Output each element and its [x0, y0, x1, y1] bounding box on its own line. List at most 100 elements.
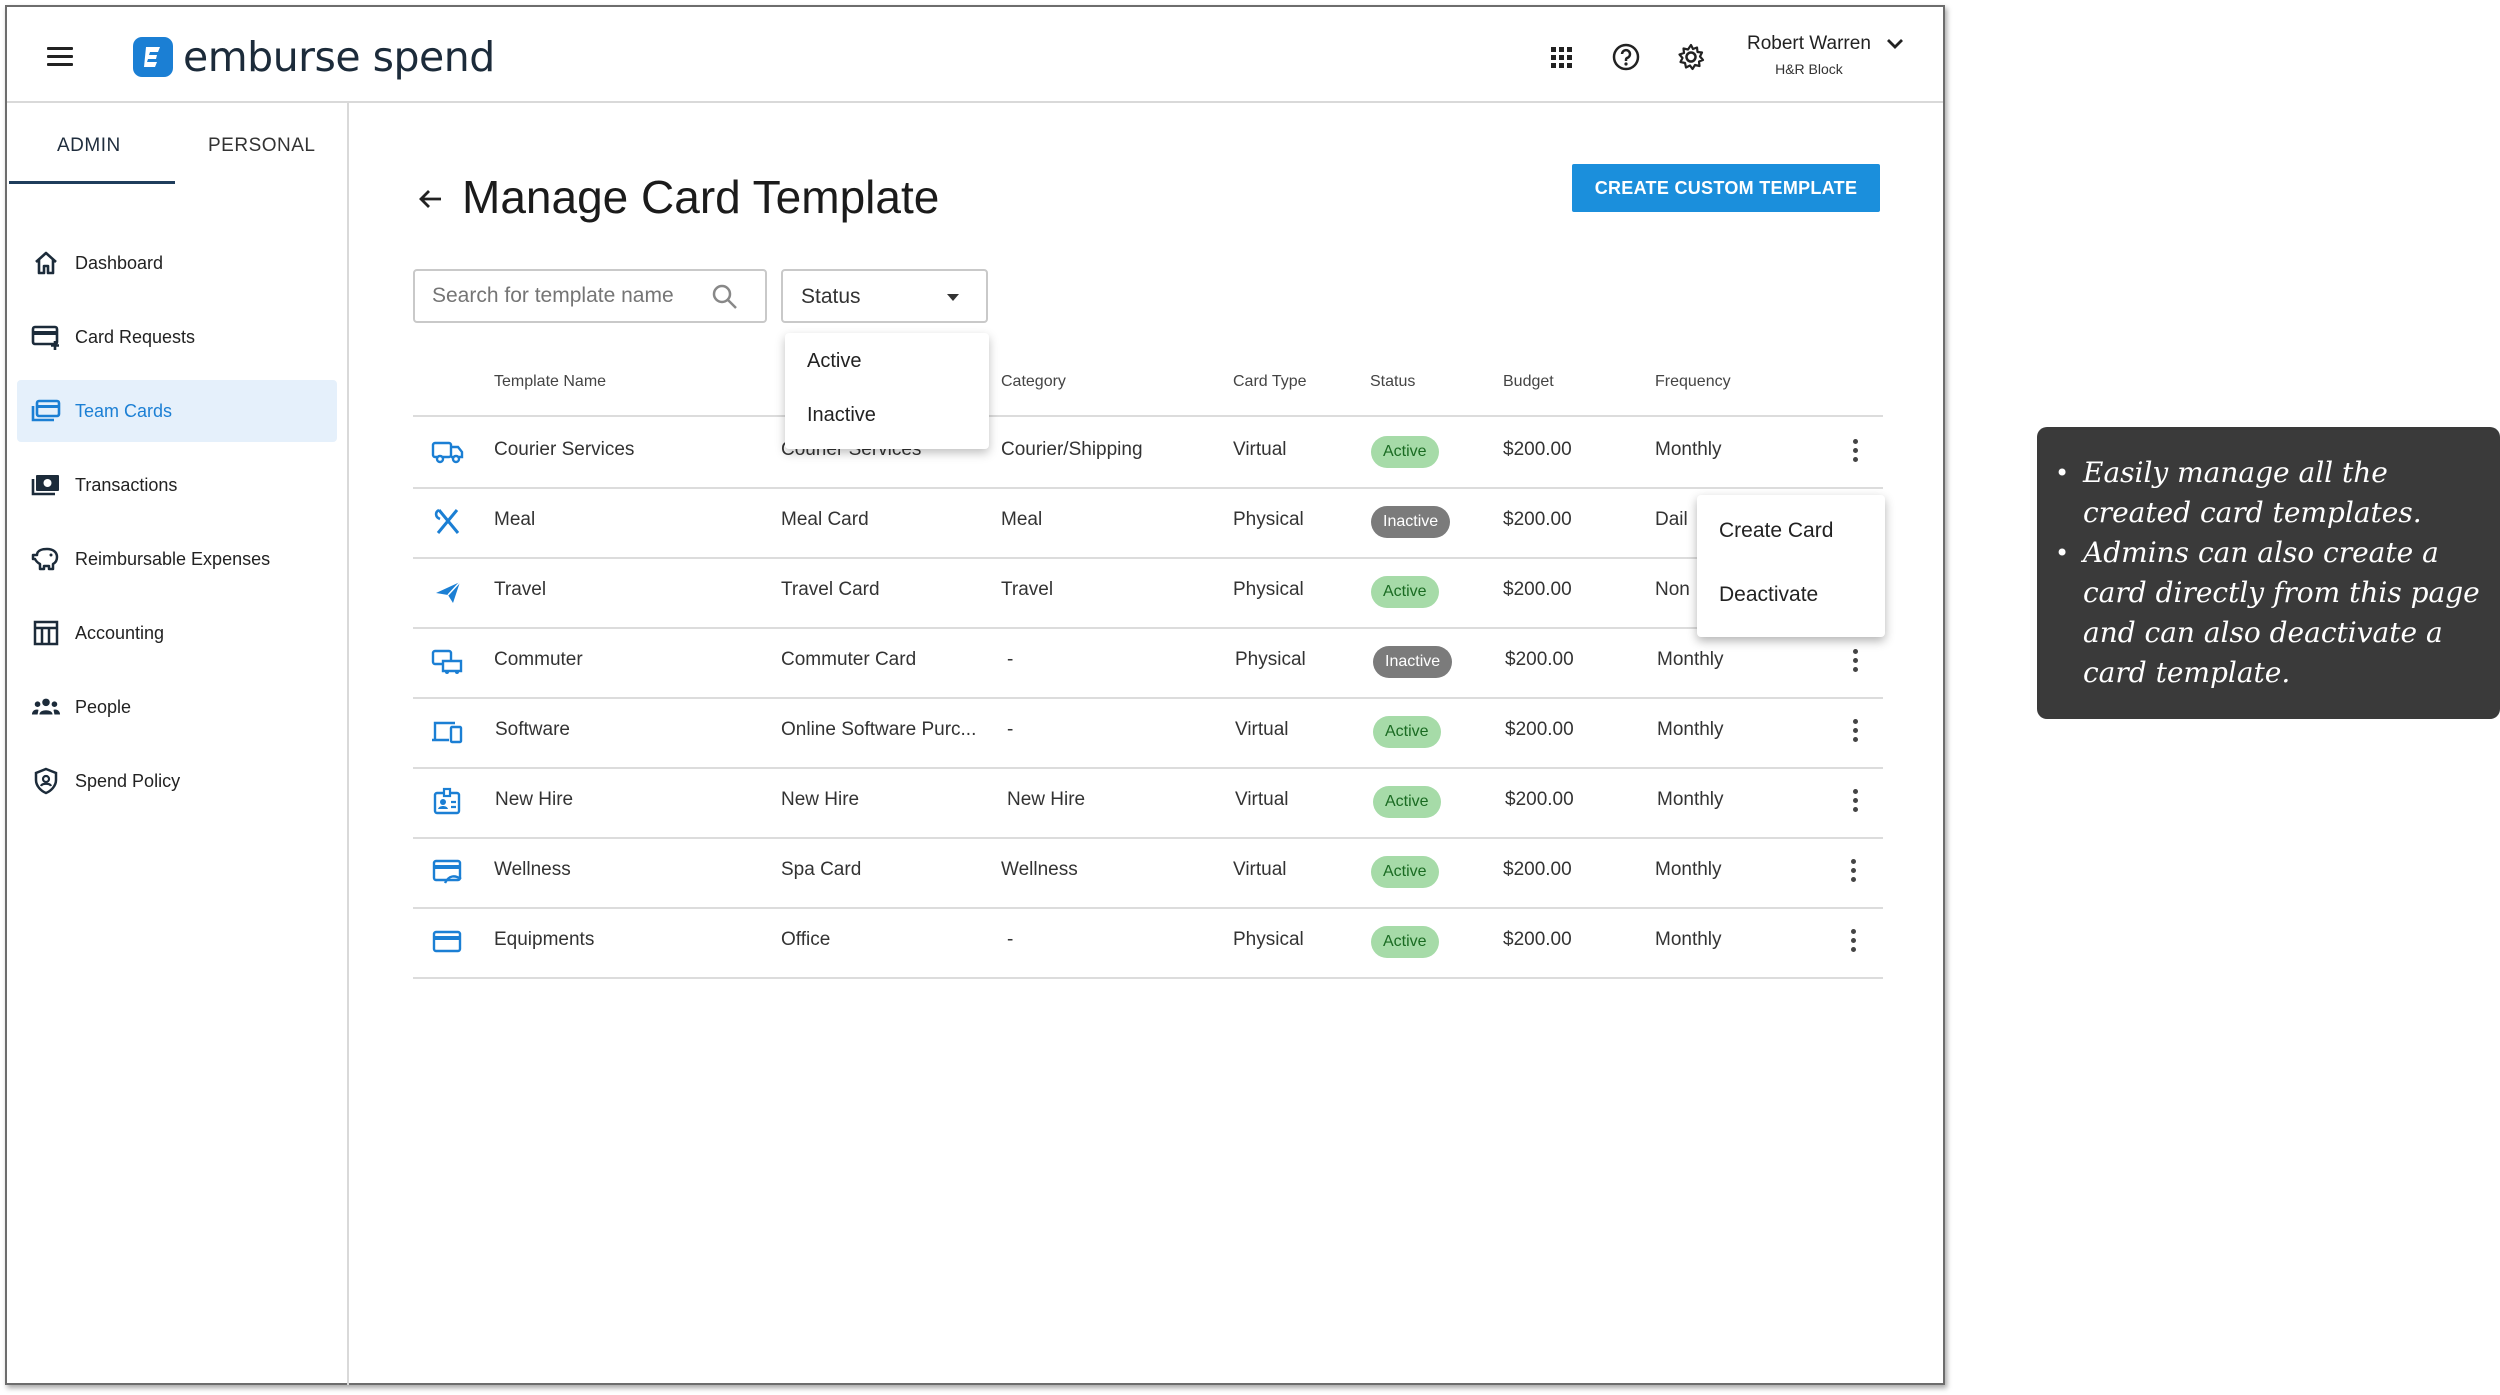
piggy-bank-icon — [31, 544, 61, 574]
card-type: Physical — [1233, 509, 1304, 530]
user-menu[interactable]: Robert Warren H&R Block — [1747, 33, 1871, 77]
money-icon — [31, 470, 61, 500]
column-header-status[interactable]: Status — [1370, 373, 1416, 390]
card-type: Virtual — [1235, 719, 1289, 740]
sidebar-item-dashboard[interactable]: Dashboard — [17, 232, 337, 294]
frequency: Monthly — [1657, 789, 1724, 810]
caret-down-icon — [947, 294, 959, 301]
tab-personal[interactable]: PERSONAL — [208, 135, 316, 156]
people-icon — [31, 692, 61, 722]
budget: $200.00 — [1505, 649, 1574, 670]
table-row[interactable]: New Hire New Hire New Hire Virtual Activ… — [413, 767, 1883, 839]
credit-card-icon — [431, 927, 465, 957]
category: - — [1007, 929, 1014, 950]
cards-icon — [31, 396, 61, 426]
sidebar-item-team-cards[interactable]: Team Cards — [17, 380, 337, 442]
menu-icon[interactable] — [47, 47, 73, 66]
template-name: Equipments — [494, 929, 595, 950]
row-action-menu: Create Card Deactivate — [1697, 495, 1885, 637]
table-row[interactable]: Software Online Software Purc... - Virtu… — [413, 697, 1883, 769]
frequency: Monthly — [1655, 859, 1722, 880]
table-row[interactable]: Commuter Commuter Card - Physical Inacti… — [413, 627, 1883, 699]
tab-admin[interactable]: ADMIN — [57, 135, 121, 156]
status-badge: Active — [1371, 436, 1439, 468]
create-custom-template-button[interactable]: CREATE CUSTOM TEMPLATE — [1572, 164, 1880, 212]
sidebar-tabs: ADMIN PERSONAL — [7, 103, 347, 185]
deactivate-menu-item[interactable]: Deactivate — [1719, 583, 1819, 606]
wellness-card-icon — [431, 857, 465, 887]
sidebar-item-label: Accounting — [75, 622, 165, 643]
more-vertical-icon[interactable] — [1847, 439, 1863, 467]
sidebar-item-card-requests[interactable]: Card Requests — [17, 306, 337, 368]
card-name: Meal Card — [781, 509, 869, 530]
column-header-card-type[interactable]: Card Type — [1233, 373, 1307, 390]
sidebar-item-people[interactable]: People — [17, 676, 337, 738]
column-header-frequency[interactable]: Frequency — [1655, 373, 1731, 390]
sidebar-item-accounting[interactable]: Accounting — [17, 602, 337, 664]
more-vertical-icon[interactable] — [1845, 859, 1861, 887]
budget: $200.00 — [1503, 579, 1572, 600]
commute-icon — [431, 647, 465, 677]
table-row[interactable]: Equipments Office - Physical Active $200… — [413, 907, 1883, 979]
sidebar-item-spend-policy[interactable]: Spend Policy — [17, 750, 337, 812]
sidebar-item-reimbursable-expenses[interactable]: Reimbursable Expenses — [17, 528, 337, 590]
card-type: Virtual — [1233, 439, 1287, 460]
annotation-callout: Easily manage all the created card templ… — [2037, 427, 2500, 719]
column-header-category[interactable]: Category — [1001, 373, 1066, 390]
sidebar: ADMIN PERSONAL Dashboard Card Requests T… — [7, 103, 349, 1385]
user-org: H&R Block — [1775, 61, 1843, 77]
column-header-template-name[interactable]: Template Name — [494, 373, 607, 390]
status-option-inactive[interactable]: Inactive — [807, 404, 876, 426]
more-vertical-icon[interactable] — [1845, 929, 1861, 957]
card-name: Spa Card — [781, 859, 862, 880]
apps-grid-icon[interactable] — [1545, 41, 1577, 73]
template-search-input[interactable] — [413, 269, 767, 323]
template-name: New Hire — [495, 789, 574, 810]
template-name: Software — [495, 719, 570, 740]
table-row[interactable]: Meal Meal Card Meal Physical Inactive $2… — [413, 487, 1883, 559]
table-row[interactable]: Wellness Spa Card Wellness Virtual Activ… — [413, 837, 1883, 909]
status-badge: Active — [1371, 926, 1439, 958]
sidebar-item-label: Transactions — [75, 474, 178, 495]
status-badge: Active — [1371, 856, 1439, 888]
logo[interactable]: emburse spend — [133, 33, 495, 81]
card-add-icon — [31, 322, 61, 352]
column-header-budget[interactable]: Budget — [1503, 373, 1554, 390]
card-name: Office — [781, 929, 831, 950]
status-option-active[interactable]: Active — [807, 350, 862, 372]
sidebar-item-transactions[interactable]: Transactions — [17, 454, 337, 516]
more-vertical-icon[interactable] — [1847, 719, 1863, 747]
user-name: Robert Warren — [1747, 33, 1871, 54]
template-name: Courier Services — [494, 439, 635, 460]
chevron-down-icon[interactable] — [1885, 37, 1905, 56]
annotation-bullet: Admins can also create a card directly f… — [2055, 533, 2480, 693]
card-name: Online Software Purc... — [781, 719, 977, 740]
status-dropdown-menu: Active Inactive — [785, 333, 989, 449]
table-row[interactable]: Courier Services Courier Services Courie… — [413, 415, 1883, 489]
sidebar-item-label: Card Requests — [75, 326, 196, 347]
sidebar-item-label: Dashboard — [75, 252, 164, 273]
settings-gear-icon[interactable] — [1675, 41, 1707, 73]
status-badge: Inactive — [1371, 506, 1451, 538]
sidebar-item-label: Reimbursable Expenses — [75, 548, 271, 569]
budget: $200.00 — [1503, 859, 1572, 880]
badge-icon — [431, 787, 465, 817]
template-name: Commuter — [494, 649, 583, 670]
status-filter-select[interactable]: Status — [781, 269, 988, 323]
search-icon[interactable] — [711, 283, 739, 316]
frequency: Monthly — [1657, 649, 1724, 670]
create-card-menu-item[interactable]: Create Card — [1719, 519, 1834, 542]
card-name: Travel Card — [781, 579, 880, 600]
more-vertical-icon[interactable] — [1847, 649, 1863, 677]
card-name: New Hire — [781, 789, 860, 810]
truck-icon — [431, 437, 465, 467]
table-row[interactable]: Travel Travel Card Travel Physical Activ… — [413, 557, 1883, 629]
more-vertical-icon[interactable] — [1847, 789, 1863, 817]
annotation-bullet: Easily manage all the created card templ… — [2055, 453, 2480, 533]
sidebar-item-label: Team Cards — [75, 400, 173, 421]
budget: $200.00 — [1503, 929, 1572, 950]
status-badge: Active — [1373, 716, 1441, 748]
help-icon[interactable] — [1610, 41, 1642, 73]
template-name: Wellness — [494, 859, 571, 880]
back-arrow-icon[interactable] — [417, 185, 445, 218]
